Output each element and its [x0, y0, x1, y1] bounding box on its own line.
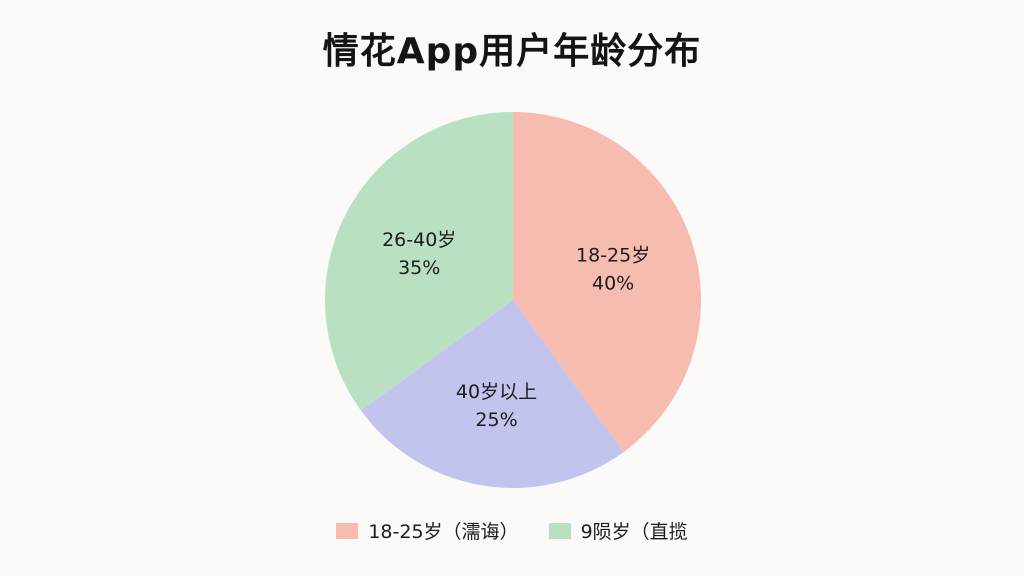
- legend-swatch: [336, 522, 359, 539]
- chart-title: 情花App用户年龄分布: [322, 31, 702, 72]
- pie-slice: [325, 111, 513, 411]
- pie-slice: [513, 112, 701, 453]
- legend-label: 18-25岁（濡诲）: [368, 521, 519, 543]
- legend-swatch: [548, 522, 571, 539]
- slice-value-label: 40%: [592, 272, 634, 294]
- legend-label: 9陨岁（直揽: [580, 521, 688, 543]
- slice-category-label: 40岁以上: [456, 381, 537, 403]
- pie-slice: [360, 300, 624, 488]
- legend-item: 18-25岁（濡诲）: [336, 517, 519, 544]
- slice-category-label: 18-25岁: [576, 244, 650, 266]
- slice-category-label: 26-40岁: [382, 229, 456, 251]
- legend: 18-25岁（濡诲） 9陨岁（直揽: [0, 517, 1024, 544]
- legend-item: 9陨岁（直揽: [548, 517, 688, 544]
- slice-value-label: 35%: [398, 257, 440, 279]
- slice-value-label: 25%: [475, 409, 517, 431]
